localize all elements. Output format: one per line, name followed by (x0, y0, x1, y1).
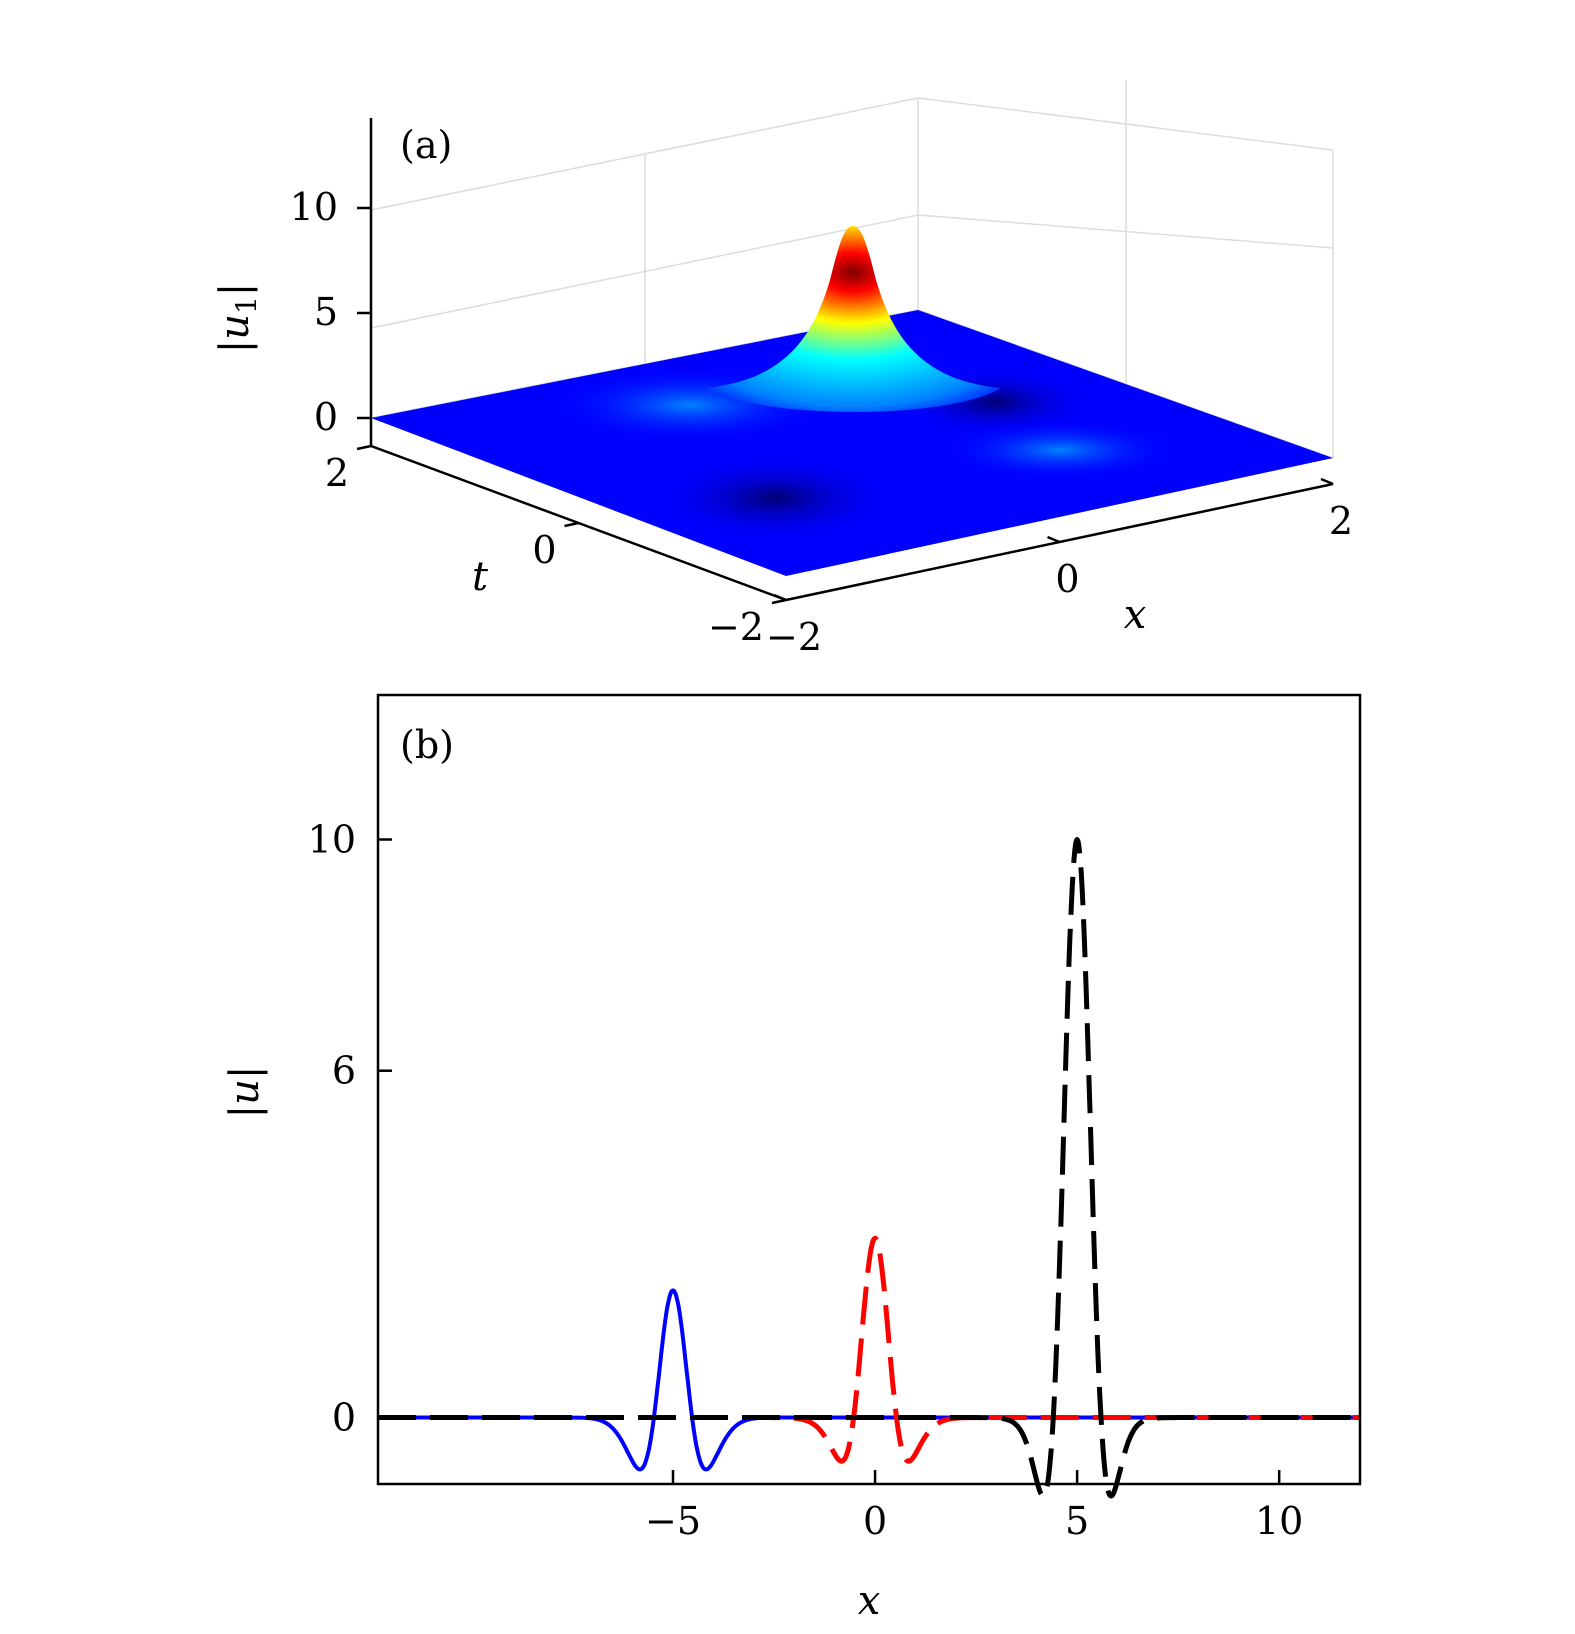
panel-b: −5 0 5 10 0 6 10 |u| x (b) (222, 693, 1362, 1624)
x-tick-a (1047, 535, 1060, 544)
series-line-0 (376, 1288, 1362, 1472)
t-tick (356, 444, 372, 451)
z-tick-label: 10 (290, 185, 338, 229)
t-tick-label: −2 (708, 605, 764, 649)
y-tick-label-b: 10 (308, 818, 356, 862)
t-tick (771, 598, 787, 605)
surface-dip (650, 453, 900, 543)
y-tick-label-b: 6 (332, 1049, 356, 1093)
panel-label-a: (a) (400, 123, 452, 167)
series-line-2 (376, 837, 1362, 1499)
x-axis-label-a: x (1124, 592, 1147, 638)
x-tick-label-b: 10 (1255, 1499, 1303, 1543)
t-axis: −2 0 2 t (325, 444, 787, 649)
x-tick-label-a: −2 (766, 615, 822, 659)
z-tick-label: 0 (314, 395, 338, 439)
x-tick-a (773, 593, 787, 602)
y-tick-label-b: 0 (332, 1396, 356, 1440)
x-tick-label-a: 2 (1329, 499, 1353, 543)
plot-frame-b (376, 693, 1362, 1486)
t-axis-label: t (472, 554, 489, 600)
t-tick (564, 521, 579, 528)
z-axis: 0 5 10 |u1| (212, 118, 373, 446)
t-tick-label: 2 (325, 451, 349, 495)
surface-glow (940, 420, 1180, 480)
t-tick-label: 0 (532, 528, 556, 572)
x-tick-label-b: 5 (1065, 1499, 1089, 1543)
x-axis-label-b: x (858, 1578, 881, 1624)
plot-area-b (376, 837, 1362, 1499)
panel-a: 0 5 10 |u1| −2 0 2 t −2 0 2 x (a) (212, 80, 1353, 659)
x-tick-a (1320, 477, 1334, 486)
series-line-1 (376, 1235, 1362, 1464)
z-tick-label: 5 (314, 290, 338, 334)
x-axis-a: −2 0 2 x (766, 477, 1353, 659)
y-axis-label-b: |u| (222, 1066, 268, 1119)
z-axis-label: |u1| (212, 283, 263, 354)
x-tick-label-b: 0 (863, 1499, 887, 1543)
surface-peak (705, 226, 1001, 412)
panel-label-b: (b) (400, 723, 454, 767)
x-tick-label-a: 0 (1055, 557, 1079, 601)
x-tick-label-b: −5 (645, 1499, 701, 1543)
